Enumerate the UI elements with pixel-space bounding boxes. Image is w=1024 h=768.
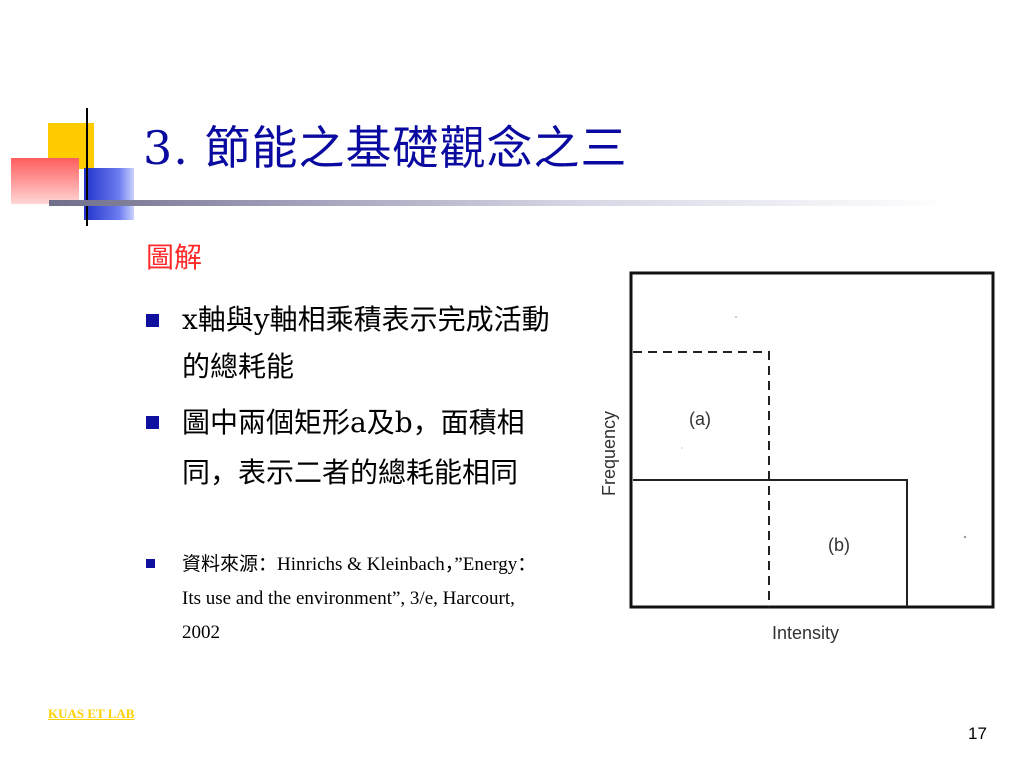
title-underline (49, 200, 949, 206)
bullet-marker (146, 314, 159, 327)
rect-b-label: (b) (828, 535, 850, 555)
decor-blue-block (84, 168, 134, 220)
y-axis-label: Frequency (599, 411, 619, 496)
slide-title: 3. 節能之基礎觀念之三 (143, 121, 628, 175)
rect-a-outline (633, 351, 770, 607)
source-citation: 資料來源：Hinrichs & Kleinbach，”Energy：Its us… (182, 554, 537, 643)
energy-rectangles-diagram: (a) (b) Intensity Frequency (560, 260, 1020, 660)
plot-frame (629, 271, 995, 609)
bullet-marker (146, 416, 159, 429)
decor-vertical-line (86, 108, 88, 226)
bullet-text: 圖中兩個矩形a及b，面積相同，表示二者的總耗能相同 (182, 406, 525, 489)
rect-a-label: (a) (689, 409, 711, 429)
bullet-text: x軸與y軸相乘積表示完成活動的總耗能 (182, 303, 550, 383)
footer-lab-name: KUAS ET LAB (48, 706, 135, 721)
bullet-marker (146, 559, 155, 568)
rect-b-outline (633, 479, 908, 607)
decor-red-block (11, 158, 79, 204)
page-number: 17 (968, 724, 987, 743)
slide-subtitle: 圖解 (146, 241, 203, 274)
x-axis-label: Intensity (772, 623, 839, 643)
